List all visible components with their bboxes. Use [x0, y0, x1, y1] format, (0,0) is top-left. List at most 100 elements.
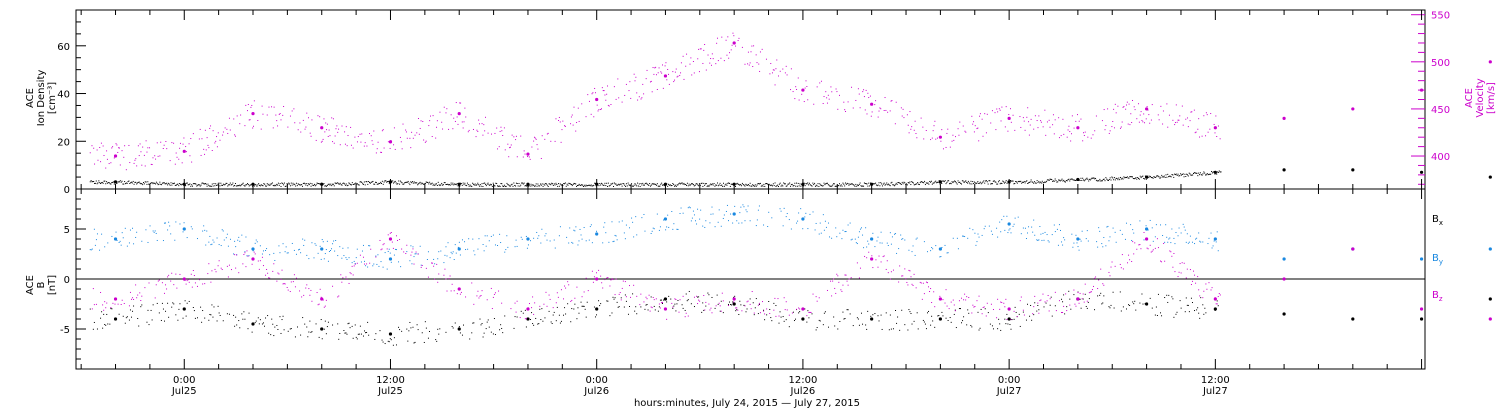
bx-point [870, 317, 874, 321]
by-texture [141, 240, 143, 242]
density-texture [668, 183, 670, 185]
by-texture [984, 225, 986, 227]
density-texture [388, 182, 390, 184]
bx-point [1419, 317, 1424, 321]
by-texture [1115, 241, 1117, 243]
bz-texture [1073, 289, 1075, 291]
bz-texture [479, 295, 481, 297]
bx-texture [687, 299, 689, 301]
bx-texture [917, 328, 919, 330]
bz-texture [1122, 268, 1124, 270]
by-texture [767, 226, 769, 228]
bx-texture [150, 309, 152, 311]
velocity-texture [1120, 126, 1122, 128]
velocity-texture [165, 141, 167, 143]
bx-texture [438, 333, 440, 335]
velocity-texture [680, 72, 682, 74]
bz-texture [1006, 319, 1008, 321]
bz-texture [952, 299, 954, 301]
density-texture [704, 184, 706, 186]
bz-texture [944, 302, 946, 304]
bx-texture [365, 332, 367, 334]
density-texture [1113, 177, 1115, 179]
density-texture [369, 182, 371, 184]
density-texture [343, 182, 345, 184]
by-texture [952, 237, 954, 239]
velocity-texture [1084, 131, 1086, 133]
bx-texture [551, 323, 553, 325]
bz-texture [954, 310, 956, 312]
density-texture [1033, 182, 1035, 184]
density-texture [185, 185, 187, 187]
density-texture [1208, 173, 1210, 175]
velocity-texture [637, 99, 639, 101]
density-texture [611, 183, 613, 185]
bx-texture [564, 307, 566, 309]
density-texture [948, 183, 950, 185]
density-texture [105, 183, 107, 185]
bx-texture [531, 312, 533, 314]
velocity-texture [191, 161, 193, 163]
bz-texture [179, 273, 181, 275]
velocity-texture [628, 90, 630, 92]
density-texture [556, 183, 558, 185]
bz-texture [453, 290, 455, 292]
density-texture [480, 185, 482, 187]
density-texture [244, 185, 246, 187]
density-texture [940, 180, 942, 182]
velocity-texture [141, 164, 143, 166]
density-texture [408, 182, 410, 184]
by-texture [174, 239, 176, 241]
bz-texture [915, 287, 917, 289]
bz-texture [1016, 316, 1018, 318]
density-texture [759, 182, 761, 184]
bz-texture [630, 296, 632, 298]
density-texture [312, 184, 314, 186]
bz-texture [1089, 291, 1091, 293]
density-texture [1054, 178, 1056, 180]
bz-texture [531, 307, 533, 309]
density-texture [336, 182, 338, 184]
by-texture [376, 263, 378, 265]
bx-texture [924, 323, 926, 325]
density-texture [948, 180, 950, 182]
density-texture [497, 185, 499, 187]
by-texture [204, 229, 206, 231]
velocity-texture [587, 94, 589, 96]
bz-texture [144, 287, 146, 289]
velocity-texture [646, 69, 648, 71]
density-texture [463, 184, 465, 186]
velocity-texture [422, 121, 424, 123]
bx-texture [107, 323, 109, 325]
density-texture [383, 181, 385, 183]
velocity-texture [826, 102, 828, 104]
by-texture [191, 228, 193, 230]
by-point [732, 212, 736, 216]
density-texture [746, 184, 748, 186]
velocity-texture [859, 107, 861, 109]
density-texture [263, 183, 265, 185]
bx-texture [367, 321, 369, 323]
bx-texture [1005, 323, 1007, 325]
bz-texture [842, 284, 844, 286]
bz-texture [460, 291, 462, 293]
by-texture [1087, 240, 1089, 242]
bz-point [1145, 237, 1149, 241]
density-texture [100, 182, 102, 184]
bz-texture [746, 301, 748, 303]
velocity-texture [990, 122, 992, 124]
bx-texture [487, 319, 489, 321]
bx-texture [349, 327, 351, 329]
density-texture [859, 182, 861, 184]
bx-texture [1103, 295, 1105, 297]
velocity-texture [940, 140, 942, 142]
by-texture [1217, 250, 1219, 252]
by-texture [796, 222, 798, 224]
density-texture [1125, 176, 1127, 178]
density-texture [415, 182, 417, 184]
bz-texture [477, 290, 479, 292]
velocity-texture [662, 87, 664, 89]
bx-texture [1139, 302, 1141, 304]
by-texture [295, 253, 297, 255]
density-texture [285, 185, 287, 187]
